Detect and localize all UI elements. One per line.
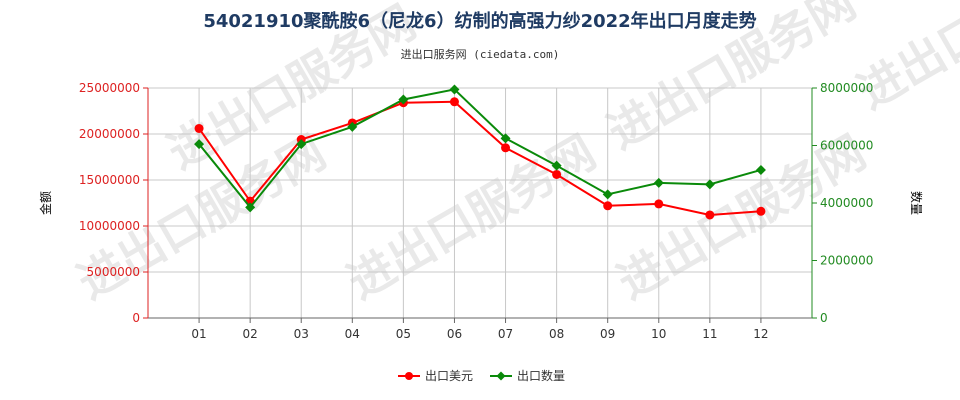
y-right-tick-label-0: 0	[820, 311, 828, 325]
series-0-point-7	[552, 169, 562, 179]
series-1-point-5	[449, 84, 460, 95]
watermark-text-1: 进出口服务网	[339, 125, 605, 310]
y-right-tick-label-2: 4000000	[820, 196, 873, 210]
series-0-point-5	[449, 97, 459, 107]
legend-label-1: 出口数量	[517, 368, 565, 383]
x-tick-label-11: 12	[753, 327, 768, 341]
series-0-point-11	[756, 206, 766, 216]
x-tick-label-3: 04	[345, 327, 360, 341]
x-tick-label-9: 10	[651, 327, 666, 341]
y-left-tick-label-4: 20000000	[79, 127, 140, 141]
y-right-tick-label-1: 2000000	[820, 254, 873, 268]
x-tick-label-8: 09	[600, 327, 615, 341]
series-1-point-9	[653, 177, 664, 188]
series-1-point-11	[755, 164, 766, 175]
series-1-point-3	[347, 121, 358, 132]
legend-marker-0	[405, 372, 413, 380]
x-tick-label-6: 07	[498, 327, 513, 341]
series-1-point-0	[194, 139, 205, 150]
series-0-point-10	[705, 210, 715, 220]
y-left-tick-label-1: 5000000	[87, 265, 140, 279]
x-tick-label-10: 11	[702, 327, 717, 341]
series-1-point-1	[245, 202, 256, 213]
y-left-tick-label-5: 25000000	[79, 81, 140, 95]
series-layer	[194, 84, 766, 220]
legend-marker-1	[496, 371, 506, 381]
legend: 出口美元 出口数量	[398, 368, 565, 383]
axes: 0500000010000000150000002000000025000000…	[79, 81, 874, 341]
x-tick-label-1: 02	[243, 327, 258, 341]
chart-title: 54021910聚酰胺6（尼龙6）纺制的高强力纱2022年出口月度走势	[203, 10, 756, 32]
y-left-tick-label-2: 10000000	[79, 219, 140, 233]
series-1-point-6	[500, 133, 511, 144]
series-line-0	[198, 100, 761, 216]
y-right-tick-label-4: 8000000	[820, 81, 873, 95]
series-0-point-9	[654, 199, 664, 209]
series-1-point-8	[602, 189, 613, 200]
chart-subtitle: 进出口服务网 (ciedata.com)	[401, 47, 560, 61]
legend-label-0: 出口美元	[425, 369, 473, 383]
series-1-point-7	[551, 160, 562, 171]
x-tick-label-5: 06	[447, 327, 462, 341]
y-left-tick-label-0: 0	[132, 311, 140, 325]
series-0-point-0	[194, 123, 204, 133]
watermark-text-5: 进出口服务网	[849, 0, 960, 120]
grid	[147, 87, 813, 319]
x-tick-label-4: 05	[396, 327, 411, 341]
x-tick-label-2: 03	[294, 327, 309, 341]
series-1-point-4	[398, 94, 409, 105]
series-0-point-6	[501, 143, 511, 153]
series-line-1	[198, 88, 762, 209]
series-1-point-10	[704, 179, 715, 190]
x-tick-label-7: 08	[549, 327, 564, 341]
x-tick-label-0: 01	[191, 327, 206, 341]
y-left-axis-label: 金额	[38, 191, 53, 215]
series-1-point-2	[296, 139, 307, 150]
y-right-tick-label-3: 6000000	[820, 139, 873, 153]
y-left-tick-label-3: 15000000	[79, 173, 140, 187]
y-right-axis-label: 数量	[909, 191, 924, 215]
series-0-point-8	[603, 201, 613, 211]
